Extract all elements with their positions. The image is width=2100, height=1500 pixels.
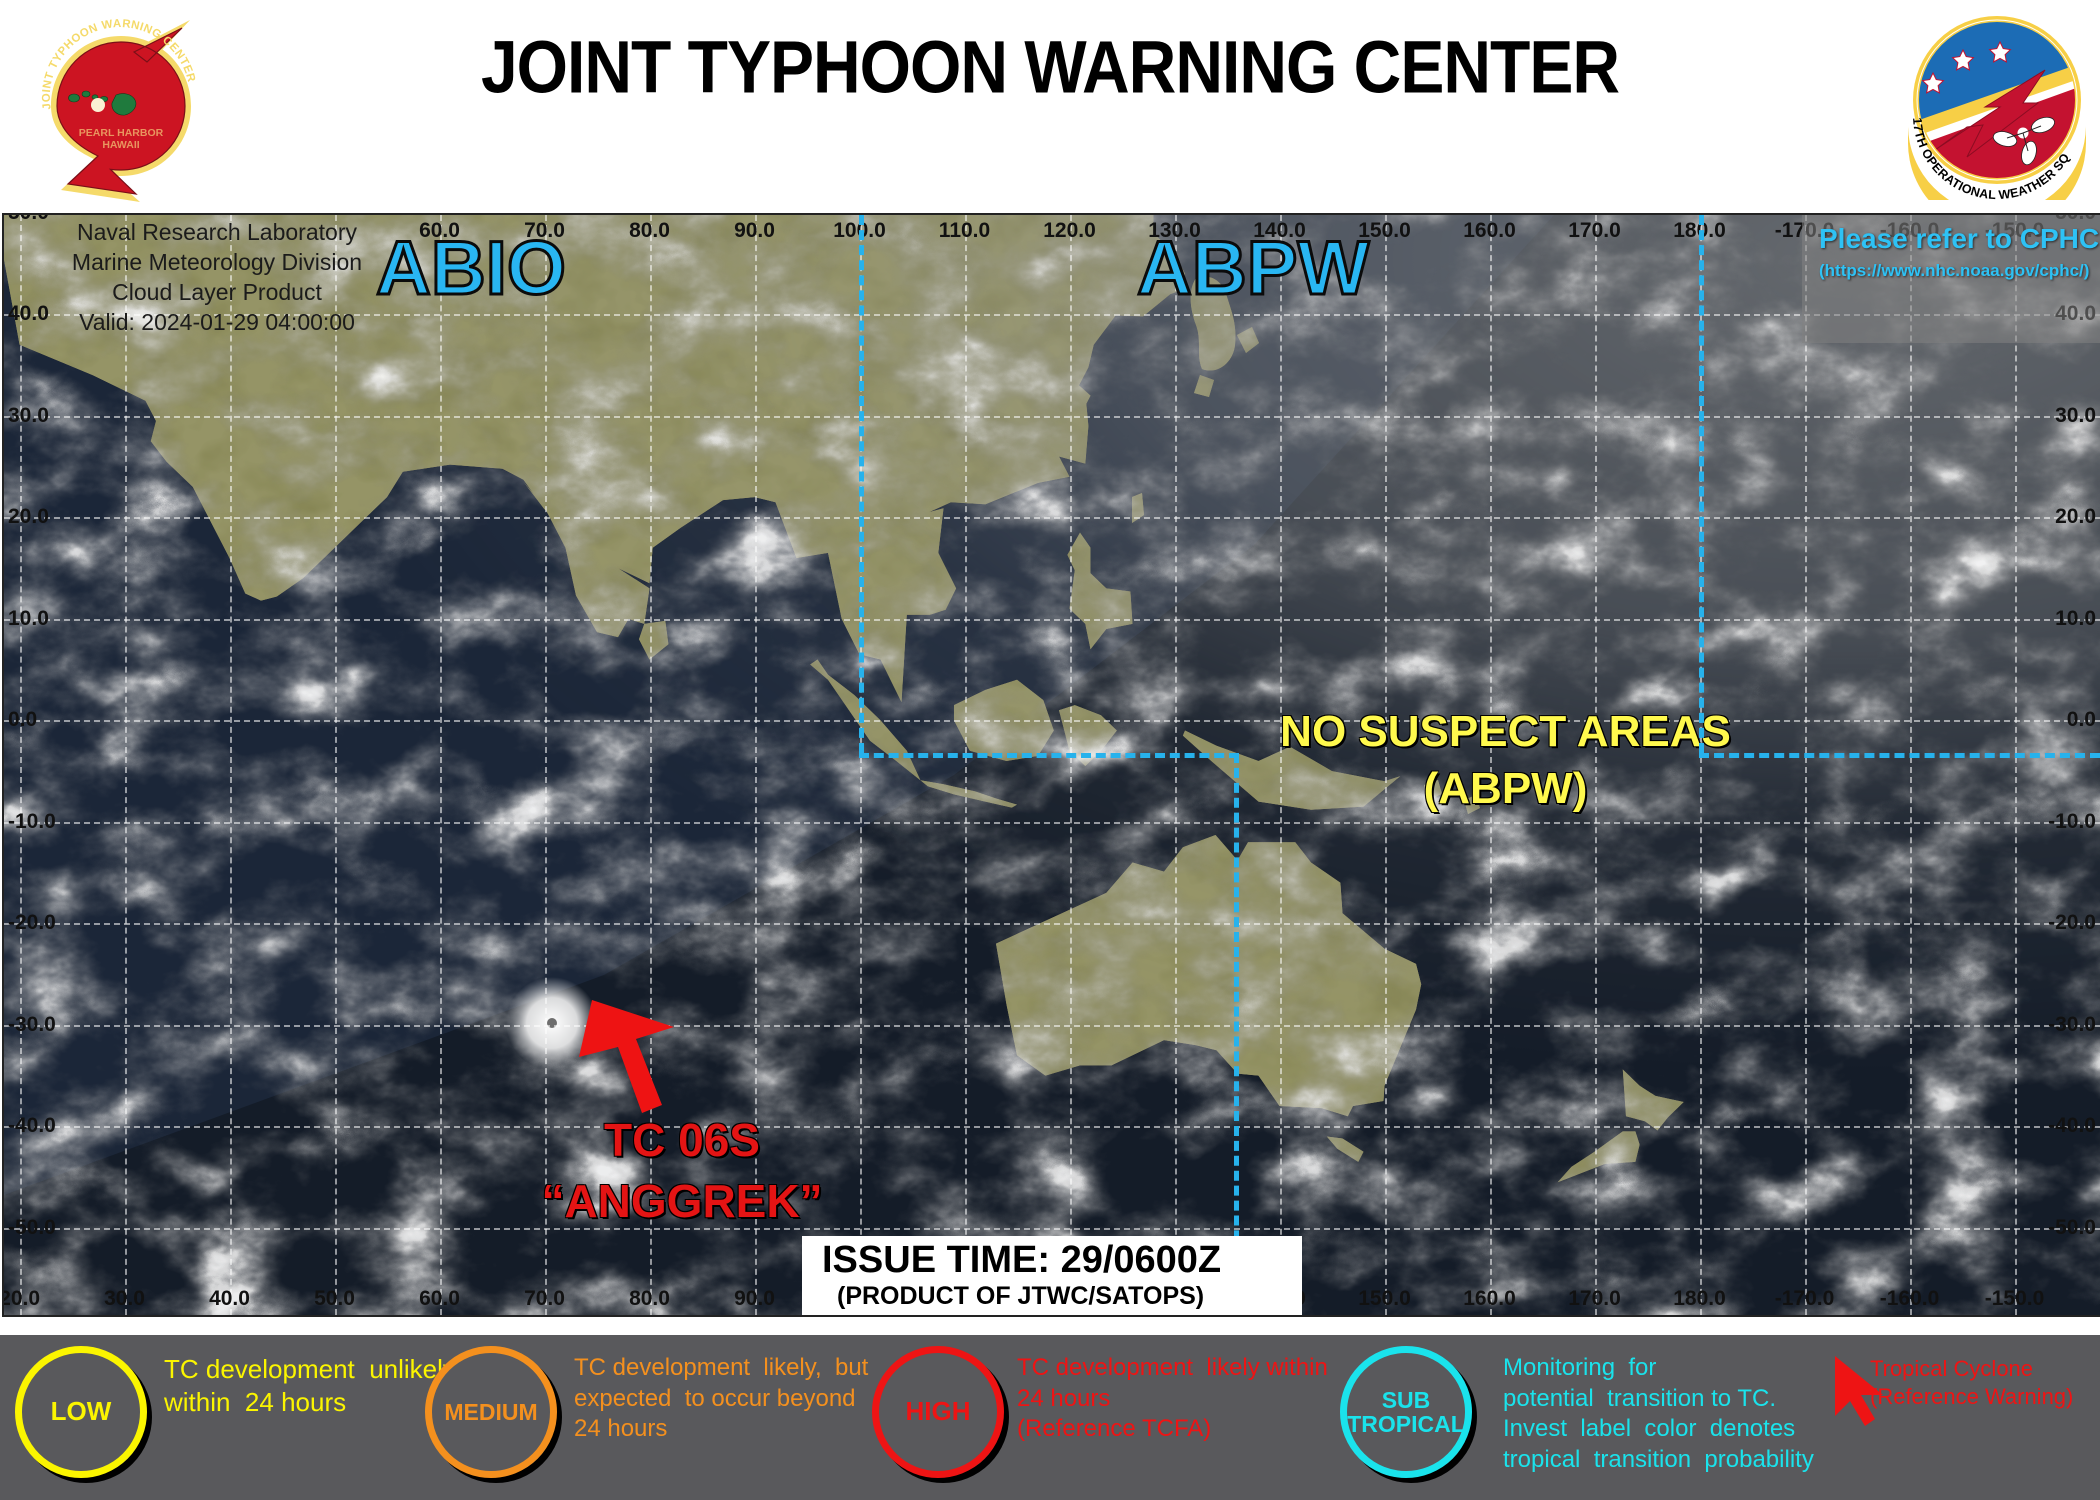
svg-text:PEARL HARBOR: PEARL HARBOR	[79, 127, 164, 139]
svg-text:HAWAII: HAWAII	[102, 139, 139, 151]
